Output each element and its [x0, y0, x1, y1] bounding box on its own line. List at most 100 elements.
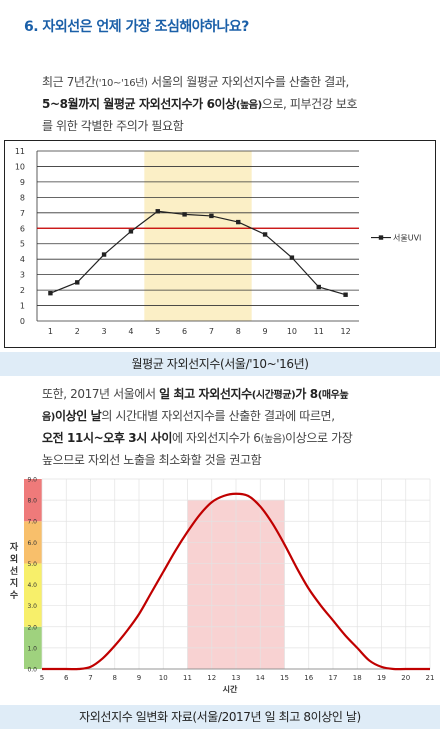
monthly-chart-caption: 월평균 자외선지수(서울/'10~'16년) [0, 352, 440, 376]
data-point [182, 212, 187, 217]
x-tick-label: 18 [353, 674, 362, 682]
y-tick-label: 6.0 [27, 540, 37, 547]
data-point [128, 229, 134, 234]
data-point [289, 255, 295, 260]
y-tick-label: 5 [20, 240, 25, 249]
para2-line3-bold: 오전 11시~오후 3시 사이 [42, 431, 172, 445]
data-point [236, 219, 241, 225]
risk-band [24, 626, 42, 669]
para2-line3-post2: 이상으로 가장 [285, 431, 353, 445]
data-point [101, 252, 107, 257]
series-line-seoul-uvi [50, 210, 346, 296]
y-axis-label-char: 선 [10, 565, 18, 577]
y-tick-label: 2 [20, 286, 25, 295]
risk-band [24, 479, 42, 522]
para2-line1-bold2: 가 8 [295, 387, 318, 401]
y-tick-label: 3 [20, 271, 25, 280]
y-tick-label: 5.0 [27, 561, 37, 568]
para2-line1-bold: 일 최고 자외선지수 [159, 387, 252, 401]
x-tick-label: 3 [102, 327, 107, 336]
x-tick-label: 7 [88, 674, 92, 682]
data-point [209, 213, 214, 219]
x-tick-label: 21 [426, 674, 435, 682]
y-tick-label: 0 [20, 317, 25, 326]
y-tick-label: 3.0 [27, 603, 37, 610]
y-tick-label: 9.0 [27, 477, 37, 484]
y-tick-label: 7 [20, 209, 25, 218]
x-tick-label: 20 [401, 674, 410, 682]
data-point [316, 284, 321, 290]
page-title: 6. 자외선은 언제 가장 조심해야하나요? [24, 19, 249, 35]
para2-line1-small2: (매우높 [317, 390, 349, 401]
para2-line1-pre: 또한, 2017년 서울에서 [42, 387, 160, 401]
monthly-uv-chart: 0 1 2 3 4 5 6 7 8 9 10 11 1 2 3 4 5 6 7 8 9 10 11 12 서울UVI [4, 140, 436, 348]
x-tick-label: 13 [232, 674, 241, 682]
highlight-band-may-aug [144, 151, 252, 321]
x-tick-label: 10 [287, 327, 297, 336]
x-tick-label: 6 [64, 674, 69, 682]
x-tick-label: 5 [40, 674, 44, 682]
x-tick-label: 10 [159, 674, 168, 682]
x-tick-label: 12 [340, 327, 350, 336]
y-tick-label: 8 [20, 193, 25, 202]
para2-line2-bold: 이상인 날 [54, 409, 102, 423]
x-tick-label: 14 [256, 674, 265, 682]
para2-line3-post: 에 자외선지수가 6 [171, 431, 261, 445]
y-tick-label: 1 [20, 302, 25, 311]
para1-line2-post: 으로, 피부건강 보호 [261, 97, 358, 111]
para2-line2-small: 음) [42, 412, 55, 423]
y-tick-label: 6 [20, 224, 25, 233]
para2-line1-small: (시간평균) [251, 390, 296, 401]
x-tick-label: 7 [209, 327, 214, 336]
para1-line1-pre: 최근 7년간 [42, 75, 96, 89]
y-tick-label: 9 [20, 178, 25, 187]
legend-label: 서울UVI [393, 234, 421, 243]
y-tick-label: 8.0 [27, 498, 37, 505]
x-tick-label: 6 [182, 327, 187, 336]
data-point [262, 232, 268, 237]
x-tick-label: 11 [183, 674, 192, 682]
data-point [75, 280, 80, 285]
intro-paragraph: 최근 7년간('10~'16년) 서울의 월평균 자외선지수를 산출한 결과, … [42, 72, 422, 136]
para1-line3: 를 위한 각별한 주의가 필요함 [42, 119, 184, 133]
para1-line2-small: (높음) [235, 100, 262, 111]
x-tick-label: 16 [304, 674, 313, 682]
x-tick-label: 8 [113, 674, 117, 682]
series-curve-hourly-uv [42, 492, 430, 671]
legend-marker [378, 235, 384, 240]
x-tick-label: 9 [137, 674, 141, 682]
y-tick-label: 10 [15, 162, 25, 171]
x-tick-label: 5 [155, 327, 160, 336]
x-tick-label: 17 [329, 674, 338, 682]
data-point [343, 292, 348, 297]
x-tick-label: 4 [128, 327, 133, 336]
hourly-uv-chart-svg: 5 6 7 8 9 10 11 12 13 14 15 16 17 18 19 20 21 0.0 1.0 2.0 3.… [10, 477, 435, 695]
y-tick-label: 1.0 [27, 645, 37, 652]
x-tick-label: 8 [236, 327, 241, 336]
y-tick-label: 4 [20, 255, 25, 264]
para2-line2-post: 의 시간대별 자외선지수를 산출한 결과에 따르면, [101, 409, 335, 423]
para2-line3-small: (높음) [260, 434, 286, 445]
hourly-uv-chart: 5 6 7 8 9 10 11 12 13 14 15 16 17 18 19 20 21 0.0 1.0 2.0 3.… [4, 472, 436, 700]
y-axis-label-char: 수 [10, 590, 18, 601]
x-tick-label: 19 [377, 674, 386, 682]
y-tick-label: 4.0 [27, 582, 37, 589]
y-tick-label: 11 [15, 147, 25, 156]
x-tick-label: 2 [75, 327, 80, 336]
y-axis-label-char: 지 [10, 577, 18, 589]
y-tick-label: 2.0 [27, 624, 37, 631]
y-axis-label-char: 자 [10, 541, 19, 553]
risk-band [24, 563, 42, 627]
para1-line2-bold: 5~8월까지 월평균 자외선지수가 6이상 [42, 97, 236, 111]
x-tick-label: 1 [48, 327, 53, 336]
para1-line1-post: 서울의 월평균 자외선지수를 산출한 결과, [147, 75, 349, 89]
x-tick-label: 15 [280, 674, 289, 682]
risk-band [24, 521, 42, 564]
x-axis-label: 시간 [223, 684, 238, 694]
para1-line1-small: ('10~'16년) [95, 78, 148, 89]
hourly-chart-caption: 자외선지수 일변화 자료(서울/2017년 일 최고 8이상인 날) [0, 705, 440, 729]
data-point [48, 290, 53, 296]
x-tick-label: 11 [314, 327, 324, 336]
hourly-paragraph: 또한, 2017년 서울에서 일 최고 자외선지수(시간평균)가 8(매우높 음… [42, 384, 422, 470]
